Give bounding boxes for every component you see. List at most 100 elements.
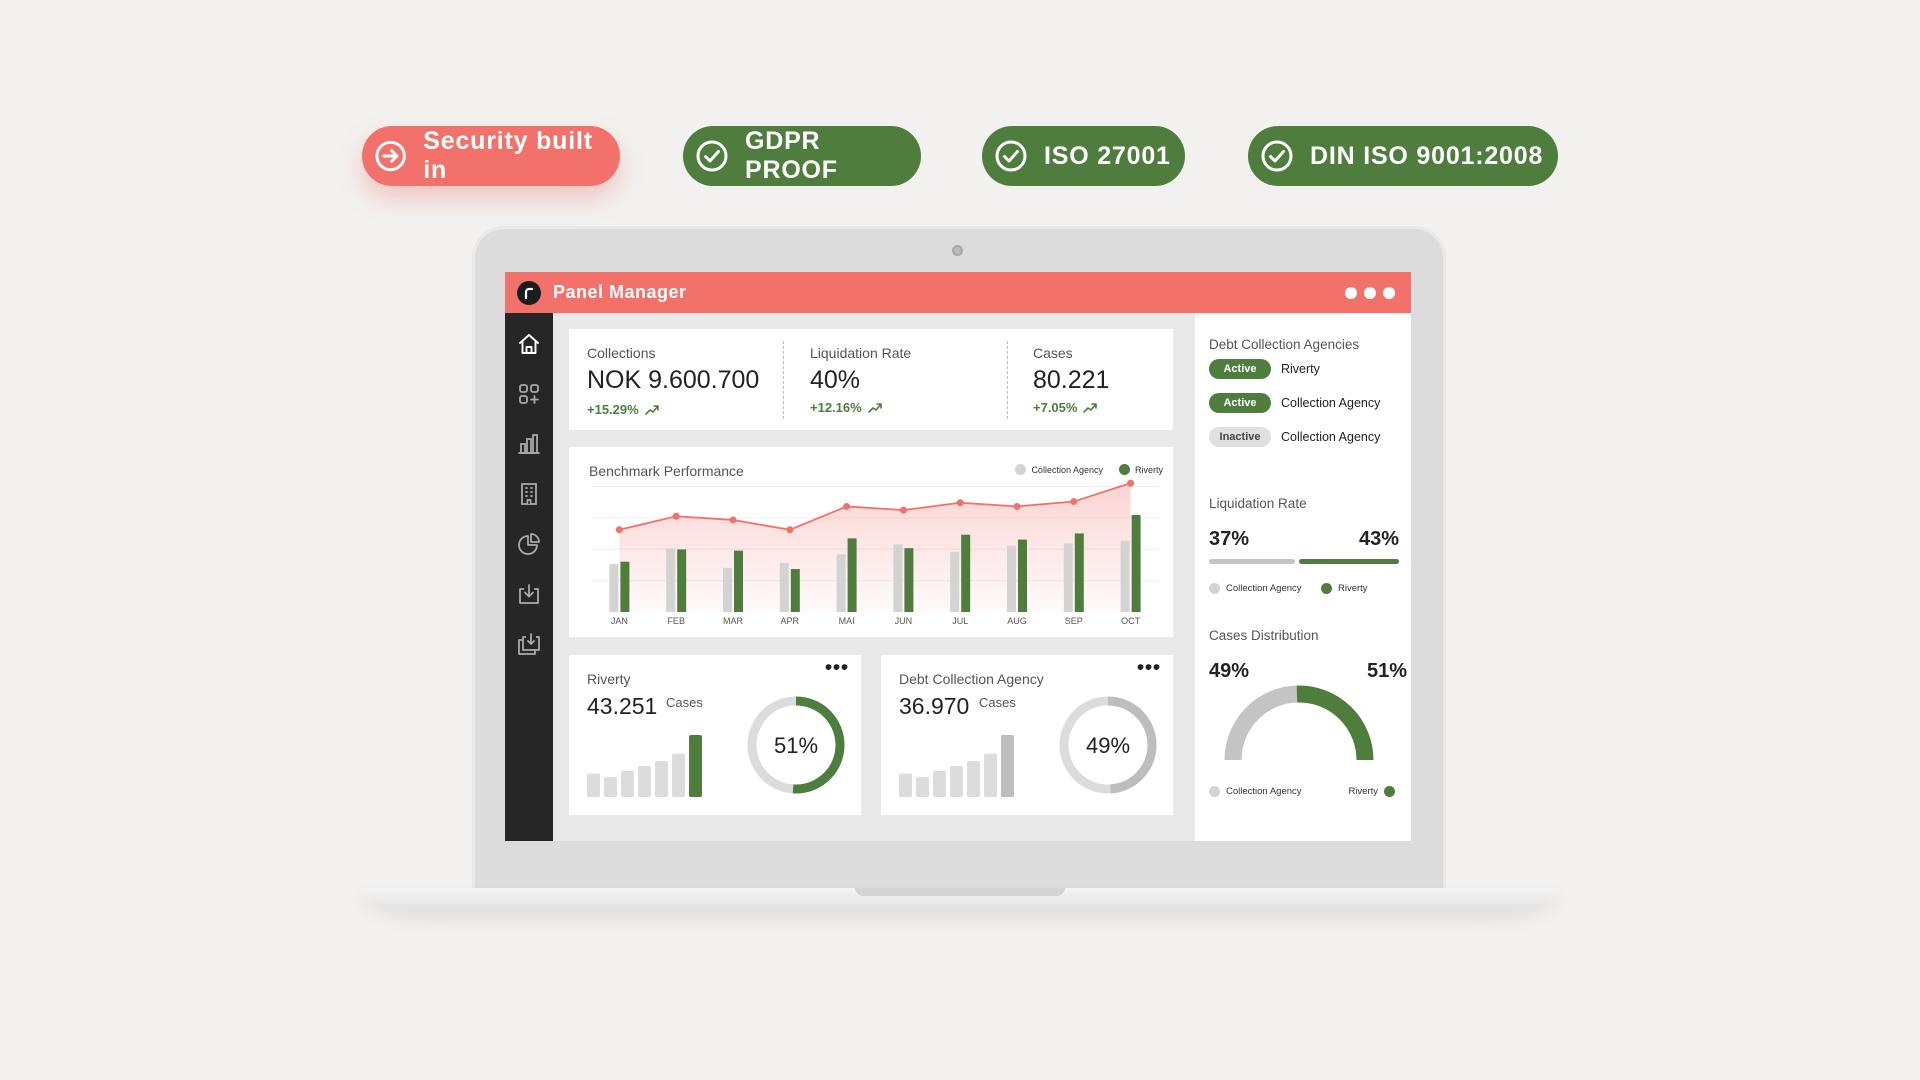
bar-collection-agency	[666, 548, 676, 612]
chart-legend: Collection Agency Riverty	[999, 464, 1163, 475]
kpi-change: +7.05%	[1033, 400, 1098, 415]
mini-bar	[689, 735, 702, 797]
kpi-value: 80.221	[1033, 366, 1110, 394]
x-tick-label: FEB	[667, 616, 685, 626]
apps-grid-icon[interactable]	[516, 381, 542, 407]
line-point	[1127, 479, 1135, 487]
liquidation-bar-agency	[1209, 559, 1296, 564]
laptop-notch	[855, 888, 1065, 896]
line-point	[956, 499, 964, 507]
donut-percent-label: 51%	[774, 733, 818, 758]
kpi-divider	[783, 341, 784, 419]
legend-label: Riverty	[1338, 583, 1368, 594]
title-bar: Panel Manager	[505, 272, 1411, 313]
line-area	[619, 483, 1131, 612]
line-point	[843, 502, 851, 510]
home-icon[interactable]	[516, 331, 542, 357]
security-badge[interactable]: Security built in	[362, 126, 620, 186]
bar-riverty	[961, 534, 971, 612]
status-badge: Active	[1209, 359, 1271, 379]
agency-name: Collection Agency	[1281, 430, 1381, 444]
more-options-button[interactable]: •••	[1136, 657, 1161, 679]
mini-bar	[638, 766, 651, 797]
more-options-button[interactable]: •••	[824, 657, 849, 679]
distribution-left-value: 49%	[1209, 660, 1250, 682]
bar-riverty	[1018, 539, 1027, 612]
sidebar	[505, 313, 553, 841]
kpi-label: Collections	[587, 345, 656, 361]
mini-bar	[1001, 735, 1014, 797]
x-tick-label: AUG	[1007, 616, 1027, 626]
agency-row[interactable]: Inactive Collection Agency	[1209, 426, 1380, 448]
line-point	[1070, 498, 1078, 506]
agency-name: Collection Agency	[1281, 396, 1381, 410]
card-value: 43.251	[587, 693, 658, 719]
x-tick-label: SEP	[1065, 616, 1083, 626]
benchmark-card: JAN FEB MAR APR MAI JUN JUL AUG SEP OCT Benchmark…	[569, 447, 1173, 637]
bar-collection-agency	[723, 567, 732, 612]
bar-riverty	[677, 549, 687, 612]
legend-label: Collection Agency	[1031, 464, 1103, 475]
card-value: 36.970	[899, 693, 970, 719]
line-point	[729, 516, 737, 524]
laptop-base	[360, 888, 1560, 910]
x-tick-label: APR	[781, 616, 800, 626]
agency-name: Riverty	[1281, 362, 1320, 376]
agency-row[interactable]: Active Collection Agency	[1209, 392, 1380, 414]
card-unit: Cases	[979, 695, 1016, 710]
mini-bar	[621, 770, 634, 797]
din-iso-badge: DIN ISO 9001:2008	[1248, 126, 1558, 186]
legend-item: Collection Agency	[1209, 786, 1302, 797]
bar-riverty	[847, 538, 857, 612]
bar-chart-icon[interactable]	[516, 431, 542, 457]
mini-bar	[933, 770, 946, 797]
agency-row[interactable]: Active Riverty	[1209, 358, 1320, 380]
kpi-divider	[1007, 341, 1008, 419]
mini-bar	[587, 773, 600, 797]
inbox-download-icon[interactable]	[516, 581, 542, 607]
kpi-change-text: +7.05%	[1033, 400, 1078, 415]
check-circle-icon	[995, 140, 1027, 172]
x-tick-label: OCT	[1121, 616, 1141, 626]
bar-riverty	[1131, 515, 1141, 612]
bar-collection-agency	[836, 554, 846, 612]
camera-icon	[952, 245, 963, 256]
kpi-label: Cases	[1033, 345, 1073, 361]
card-title: Riverty	[587, 671, 631, 687]
mini-bar	[950, 766, 963, 797]
agency-cases-card: 49% Debt Collection Agency 36.970 Cases …	[881, 655, 1173, 815]
kpi-change: +15.29%	[587, 402, 659, 417]
bar-collection-agency	[950, 551, 960, 612]
badge-label: DIN ISO 9001:2008	[1310, 141, 1544, 170]
legend-dot	[1015, 464, 1027, 475]
bar-riverty	[790, 569, 800, 612]
bar-collection-agency	[1007, 545, 1016, 612]
legend-label: Riverty	[1348, 786, 1378, 797]
legend-dot	[1209, 786, 1220, 797]
legend-dot	[1384, 786, 1395, 797]
pie-chart-icon[interactable]	[516, 531, 542, 557]
riverty-cases-card: 51% Riverty 43.251 Cases •••	[569, 655, 861, 815]
arrow-right-circle-icon	[375, 140, 406, 172]
bar-collection-agency	[893, 544, 903, 612]
legend-label: Collection Agency	[1226, 583, 1302, 594]
bar-riverty	[904, 548, 914, 612]
badge-label: GDPR PROOF	[744, 127, 838, 184]
app-window: Panel Manager	[505, 272, 1411, 841]
gdpr-badge: GDPR PROOF	[683, 126, 921, 186]
liquidation-bar-riverty	[1299, 559, 1399, 564]
window-menu-button[interactable]	[1345, 287, 1395, 299]
mini-bar	[916, 777, 929, 797]
x-tick-label: MAI	[839, 616, 855, 626]
trend-up-icon	[1083, 402, 1098, 413]
legend-item: Collection Agency	[1015, 464, 1103, 475]
x-tick-label: JUN	[895, 616, 913, 626]
archive-download-icon[interactable]	[516, 631, 542, 657]
building-icon[interactable]	[516, 481, 542, 507]
kpi-label: Liquidation Rate	[810, 345, 912, 361]
bar-collection-agency	[1120, 540, 1130, 612]
x-tick-label: MAR	[723, 616, 744, 626]
gauge-arc-agency	[1224, 685, 1298, 761]
donut-arc	[1059, 696, 1157, 794]
donut-chart: 51%	[587, 696, 845, 797]
